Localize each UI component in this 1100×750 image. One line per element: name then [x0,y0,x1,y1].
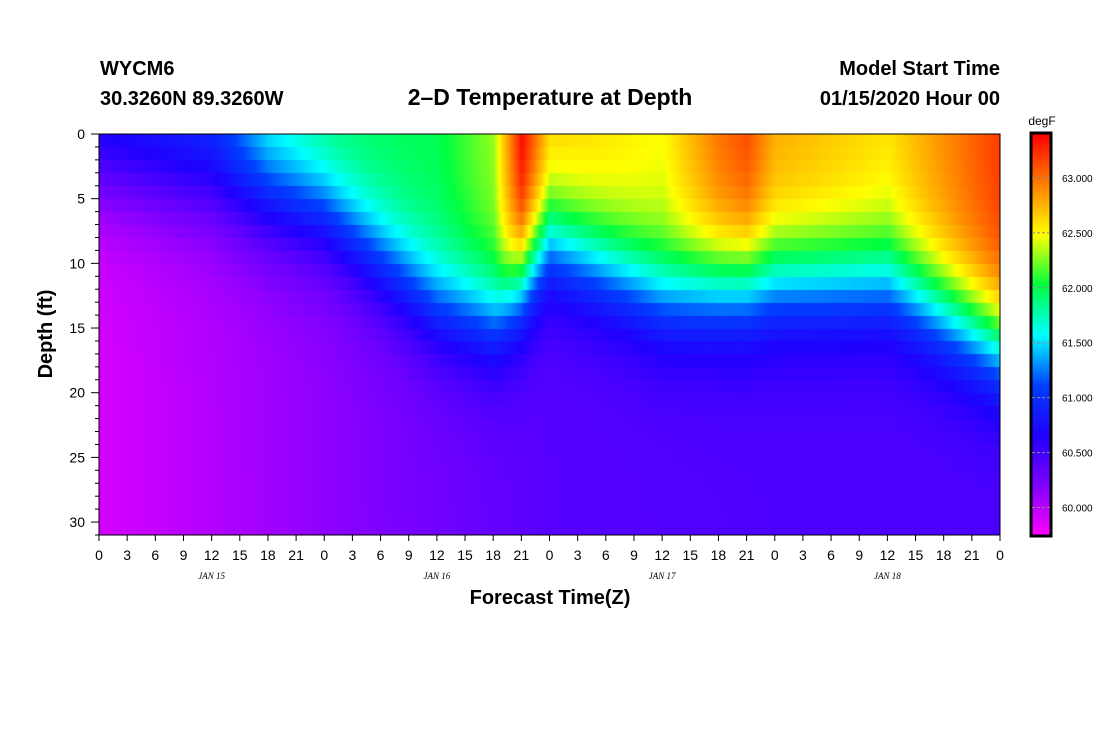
x-tick-label: 21 [964,547,980,563]
x-tick-label: 18 [485,547,501,563]
x-tick-label: 3 [799,547,807,563]
y-tick-label: 20 [69,385,85,401]
x-tick-label: 3 [574,547,582,563]
heatmap-area [98,133,1001,536]
x-tick-label: 6 [377,547,385,563]
x-tick-label: 21 [514,547,530,563]
x-tick-label: 18 [711,547,727,563]
x-tick-label: 0 [771,547,779,563]
day-label: JAN 15 [198,571,225,581]
model-start-label: Model Start Time [839,58,1000,80]
day-labels: JAN 15 JAN 16 JAN 17 JAN 18 [198,571,901,581]
x-tick-label: 12 [880,547,896,563]
x-tick-label: 12 [654,547,670,563]
x-tick-label: 0 [996,547,1004,563]
chart-title: 2–D Temperature at Depth [408,84,693,110]
y-tick-label: 5 [77,191,85,207]
colorbar-gradient [1032,134,1050,535]
x-axis-title: Forecast Time(Z) [470,587,631,609]
x-tick-label: 21 [739,547,755,563]
colorbar-ticks: 60.000 60.500 61.000 61.500 62.000 62.500 63.0… [1032,174,1093,515]
colorbar-unit: degF [1028,114,1055,128]
heatmap-canvas [99,134,1000,535]
x-tick-label: 0 [95,547,103,563]
x-tick-label: 21 [288,547,304,563]
x-tick-label: 9 [180,547,188,563]
colorbar-tick-label-2: 61.000 [1062,394,1093,405]
x-tick-label: 6 [827,547,835,563]
x-tick-label: 15 [908,547,924,563]
colorbar-tick-label-1: 60.500 [1062,449,1093,460]
x-tick-label: 0 [546,547,554,563]
y-tick-label: 10 [69,255,85,271]
colorbar-tick-label-6: 63.000 [1062,174,1093,185]
y-tick-label: 25 [69,449,85,465]
y-tick-label: 30 [69,514,85,530]
colorbar: degF 60.000 60.500 61.000 61.500 62.000 62.50… [1028,114,1093,538]
x-tick-label: 9 [405,547,413,563]
colorbar-tick-label-3: 61.500 [1062,339,1093,350]
x-tick-label: 9 [630,547,638,563]
x-tick-label: 15 [682,547,698,563]
x-tick-label: 9 [855,547,863,563]
x-tick-label: 18 [936,547,952,563]
colorbar-tick-label-0: 60.000 [1062,504,1093,515]
y-tick-label: 0 [77,126,85,142]
y-tick-label: 15 [69,320,85,336]
x-tick-label: 6 [602,547,610,563]
colorbar-frame [1029,131,1053,538]
day-label: JAN 17 [649,571,676,581]
x-tick-label: 3 [349,547,357,563]
day-label: JAN 16 [424,571,451,581]
station-location: 30.3260N 89.3260W [100,88,284,110]
x-tick-label: 15 [232,547,248,563]
x-tick-label: 12 [429,547,445,563]
x-tick-label: 6 [151,547,159,563]
y-axis-title: Depth (ft) [35,290,57,379]
x-tick-label: 0 [320,547,328,563]
day-label: JAN 18 [874,571,901,581]
x-axis: 0 3 6 9 12 15 18 21 0 3 6 9 12 15 18 21 0 3 6 9 12 15 18 21 0 3 6 9… [95,535,1004,563]
station-id: WYCM6 [100,58,174,80]
y-axis: 0 5 10 15 20 25 30 [69,126,99,536]
x-tick-label: 15 [457,547,473,563]
x-tick-label: 18 [260,547,276,563]
colorbar-tick-label-4: 62.000 [1062,284,1093,295]
x-tick-label: 3 [123,547,131,563]
colorbar-tick-label-5: 62.500 [1062,229,1093,240]
x-tick-label: 12 [204,547,220,563]
model-start-time: 01/15/2020 Hour 00 [820,88,1000,110]
